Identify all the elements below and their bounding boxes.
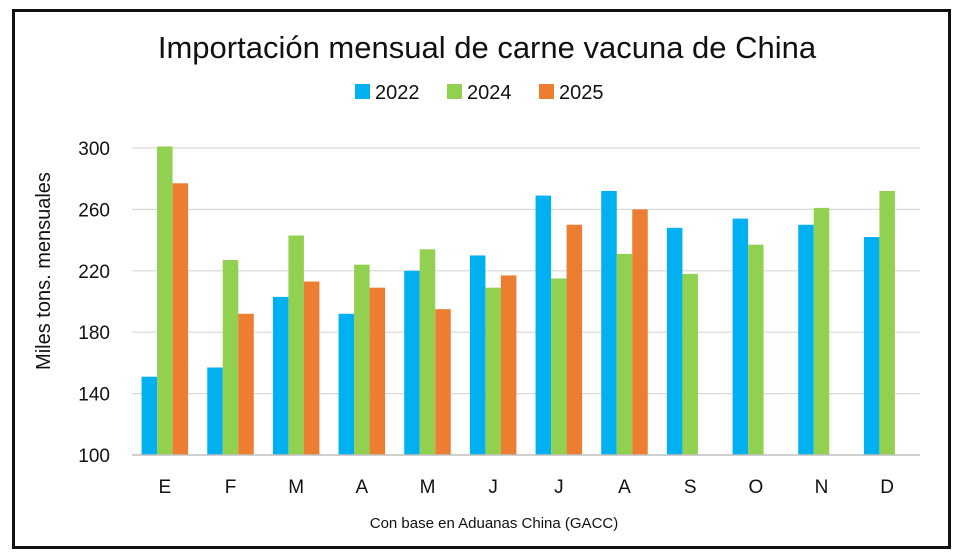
- bar-2025: [566, 224, 583, 455]
- bar-2022: [338, 313, 355, 455]
- legend-label: 2024: [467, 82, 512, 104]
- bar-2024: [288, 235, 304, 455]
- bar-2022: [141, 376, 158, 455]
- bar-2025: [238, 313, 254, 455]
- bar-2024: [551, 278, 567, 455]
- bar-2022: [732, 218, 749, 455]
- bars: [141, 146, 895, 456]
- bar-2022: [666, 227, 683, 455]
- y-tick-label: 180: [78, 323, 110, 344]
- y-tick-label: 260: [78, 200, 110, 221]
- bar-2022: [535, 195, 552, 455]
- x-tick-label: A: [618, 477, 631, 498]
- bar-2024: [354, 264, 370, 455]
- y-tick-label: 140: [78, 385, 110, 406]
- y-axis-ticks: 100 140 180 220 260 300: [78, 139, 110, 467]
- bar-2022: [863, 237, 880, 455]
- x-tick-label: M: [288, 477, 304, 498]
- bar-2022: [272, 296, 289, 455]
- legend-label: 2025: [559, 82, 604, 104]
- x-tick-label: F: [225, 477, 237, 498]
- bar-2024: [419, 249, 436, 455]
- x-tick-label: S: [684, 477, 697, 498]
- x-tick-label: N: [815, 477, 829, 498]
- bar-2025: [369, 287, 386, 455]
- bar-2025: [632, 209, 648, 455]
- bar-2024: [157, 146, 173, 455]
- legend: 2022 2024 2025: [355, 82, 604, 104]
- bar-2024: [682, 273, 698, 455]
- bar-2024: [222, 260, 239, 455]
- x-tick-label: M: [420, 477, 436, 498]
- y-axis-label: Miles tons. mensuales: [33, 172, 55, 370]
- bar-2025: [435, 309, 451, 455]
- bar-2022: [404, 270, 420, 455]
- legend-swatch: [539, 84, 554, 99]
- bar-2025: [500, 275, 517, 455]
- legend-label: 2022: [375, 82, 420, 104]
- legend-swatch: [355, 84, 370, 99]
- x-tick-label: D: [880, 477, 894, 498]
- legend-swatch: [447, 84, 462, 99]
- x-tick-label: J: [488, 477, 498, 498]
- gridlines: [132, 147, 920, 395]
- bar-2024: [879, 190, 895, 456]
- bar-2025: [172, 183, 189, 455]
- x-tick-label: A: [355, 477, 368, 498]
- bar-2025: [303, 281, 320, 455]
- y-tick-label: 100: [78, 446, 110, 467]
- bar-2022: [798, 224, 814, 455]
- y-tick-label: 300: [78, 139, 110, 160]
- bar-2024: [748, 244, 764, 455]
- x-tick-label: J: [554, 477, 564, 498]
- x-tick-label: O: [748, 477, 763, 498]
- bar-2024: [813, 207, 830, 455]
- y-tick-label: 220: [78, 262, 110, 283]
- chart-title: Importación mensual de carne vacuna de C…: [158, 30, 817, 65]
- bar-2024: [485, 287, 501, 455]
- x-tick-label: E: [158, 477, 171, 498]
- bar-2022: [207, 367, 223, 455]
- bar-2024: [616, 253, 633, 455]
- bar-2022: [601, 190, 617, 456]
- bar-2022: [469, 255, 486, 455]
- source-note: Con base en Aduanas China (GACC): [370, 515, 618, 532]
